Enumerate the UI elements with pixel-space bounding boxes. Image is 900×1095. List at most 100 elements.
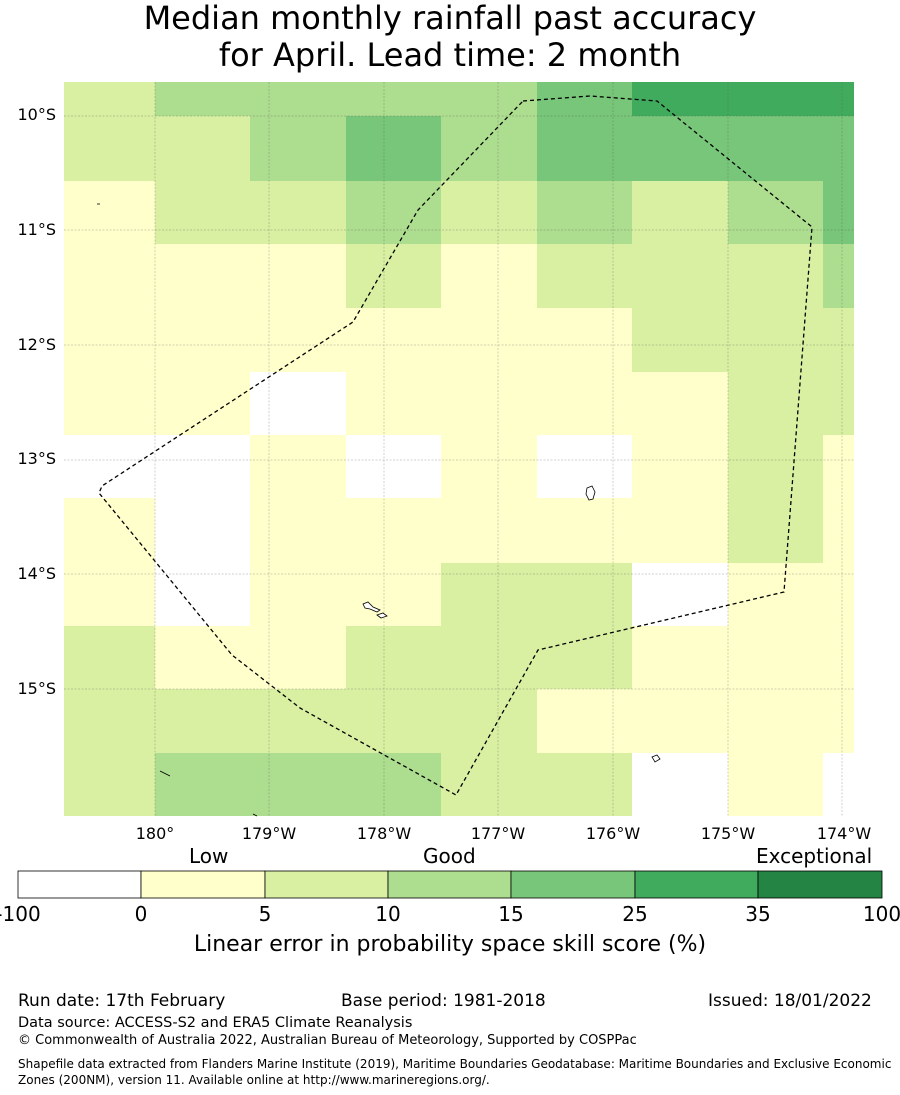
colorbar-swatch bbox=[387, 870, 512, 899]
grid-cell bbox=[250, 753, 346, 816]
grid-cell bbox=[632, 116, 728, 181]
graticule bbox=[64, 82, 854, 816]
grid-cell bbox=[823, 626, 854, 689]
grid-cell bbox=[250, 498, 346, 563]
grid-cell bbox=[823, 689, 854, 753]
grid-cell bbox=[64, 372, 155, 435]
data-source: Data source: ACCESS-S2 and ERA5 Climate … bbox=[18, 1015, 413, 1031]
colorbar-swatch bbox=[510, 870, 636, 899]
map-title-line1: Median monthly rainfall past accuracy bbox=[143, 0, 757, 37]
grid-cell bbox=[632, 372, 728, 435]
legend-category-good: Good bbox=[423, 844, 476, 868]
shapefile-credit-line2: Zones (200NM), version 11. Available onl… bbox=[18, 1073, 490, 1087]
grid-cell bbox=[537, 372, 632, 435]
grid-cell bbox=[64, 82, 155, 116]
colorbar-swatch bbox=[17, 870, 142, 899]
grid-cell bbox=[728, 244, 823, 308]
colorbar-swatch bbox=[264, 870, 389, 899]
grid-cell bbox=[155, 244, 250, 308]
eez-boundary bbox=[98, 95, 813, 796]
grid-cell bbox=[155, 498, 250, 563]
lon-tick: 174°W bbox=[816, 824, 872, 843]
lat-tick: 11°S bbox=[17, 220, 56, 239]
grid-cell bbox=[441, 563, 537, 626]
grid-cell bbox=[441, 626, 537, 689]
grid-cell bbox=[250, 244, 346, 308]
grid-cell bbox=[64, 116, 155, 181]
grid-cell bbox=[346, 244, 441, 308]
grid-cell bbox=[250, 82, 346, 116]
colorbar bbox=[17, 870, 883, 899]
lat-tick: 13°S bbox=[17, 449, 56, 468]
legend-category-low: Low bbox=[189, 844, 229, 868]
map-title-line2: for April. Lead time: 2 month bbox=[218, 36, 682, 74]
colorbar-tick: 25 bbox=[622, 902, 648, 926]
grid-cell bbox=[823, 372, 854, 435]
grid-cell bbox=[537, 563, 632, 626]
lon-tick: 177°W bbox=[470, 824, 526, 843]
lon-tick: 176°W bbox=[585, 824, 641, 843]
grid-cell bbox=[441, 689, 537, 753]
grid-cell bbox=[155, 372, 250, 435]
island-outline bbox=[585, 485, 596, 501]
grid-cell bbox=[441, 498, 537, 563]
lat-tick: 10°S bbox=[17, 105, 56, 124]
grid-cell bbox=[155, 435, 250, 498]
grid-cell bbox=[155, 308, 250, 372]
grid-cell bbox=[632, 753, 728, 816]
grid-cell bbox=[250, 435, 346, 498]
lon-tick: 175°W bbox=[700, 824, 756, 843]
grid-cell bbox=[728, 626, 823, 689]
grid-cell bbox=[728, 498, 823, 563]
grid-cell bbox=[64, 753, 155, 816]
grid-cell bbox=[632, 563, 728, 626]
grid-cell bbox=[250, 308, 346, 372]
grid-cell bbox=[537, 689, 632, 753]
grid-cell bbox=[346, 181, 441, 244]
grid-cell bbox=[64, 498, 155, 563]
lon-tick: 180° bbox=[135, 824, 175, 843]
colorbar-tick: 15 bbox=[498, 902, 524, 926]
grid-cell bbox=[441, 372, 537, 435]
grid-cell bbox=[728, 372, 823, 435]
colorbar-tick: -100 bbox=[0, 902, 41, 926]
grid-cell bbox=[728, 116, 823, 181]
copyright: © Commonwealth of Australia 2022, Austra… bbox=[18, 1033, 637, 1048]
grid-cell bbox=[537, 435, 632, 498]
colorbar-tick: 0 bbox=[134, 902, 148, 926]
grid-cell bbox=[346, 563, 441, 626]
island-outline bbox=[362, 601, 381, 613]
grid-cell bbox=[155, 82, 250, 116]
grid-cell bbox=[346, 626, 441, 689]
lat-tick: 14°S bbox=[17, 564, 56, 583]
grid-cell bbox=[64, 563, 155, 626]
grid-cell bbox=[346, 82, 441, 116]
grid-cell bbox=[823, 82, 854, 116]
grid-cell bbox=[441, 435, 537, 498]
grid-cell bbox=[441, 308, 537, 372]
grid-cell bbox=[537, 308, 632, 372]
grid-cell bbox=[632, 498, 728, 563]
grid-cell bbox=[632, 181, 728, 244]
base-period: Base period: 1981-2018 bbox=[341, 991, 546, 1011]
grid-cell bbox=[728, 753, 823, 816]
grid-cell bbox=[250, 563, 346, 626]
grid-cell bbox=[632, 689, 728, 753]
grid-cell bbox=[823, 435, 854, 498]
grid-cell bbox=[155, 689, 250, 753]
grid-cell bbox=[250, 372, 346, 435]
lat-tick: 12°S bbox=[17, 335, 56, 354]
grid-cell bbox=[441, 244, 537, 308]
grid-cell bbox=[823, 116, 854, 181]
grid-cell bbox=[823, 753, 854, 816]
grid-cell bbox=[346, 116, 441, 181]
colorbar-tick: 10 bbox=[375, 902, 401, 926]
grid-cell bbox=[537, 498, 632, 563]
grid-cell bbox=[728, 308, 823, 372]
grid-cell bbox=[441, 116, 537, 181]
grid-cell bbox=[441, 82, 537, 116]
island-outline bbox=[252, 813, 258, 817]
grid-cell bbox=[728, 435, 823, 498]
run-date: Run date: 17th February bbox=[18, 991, 226, 1011]
